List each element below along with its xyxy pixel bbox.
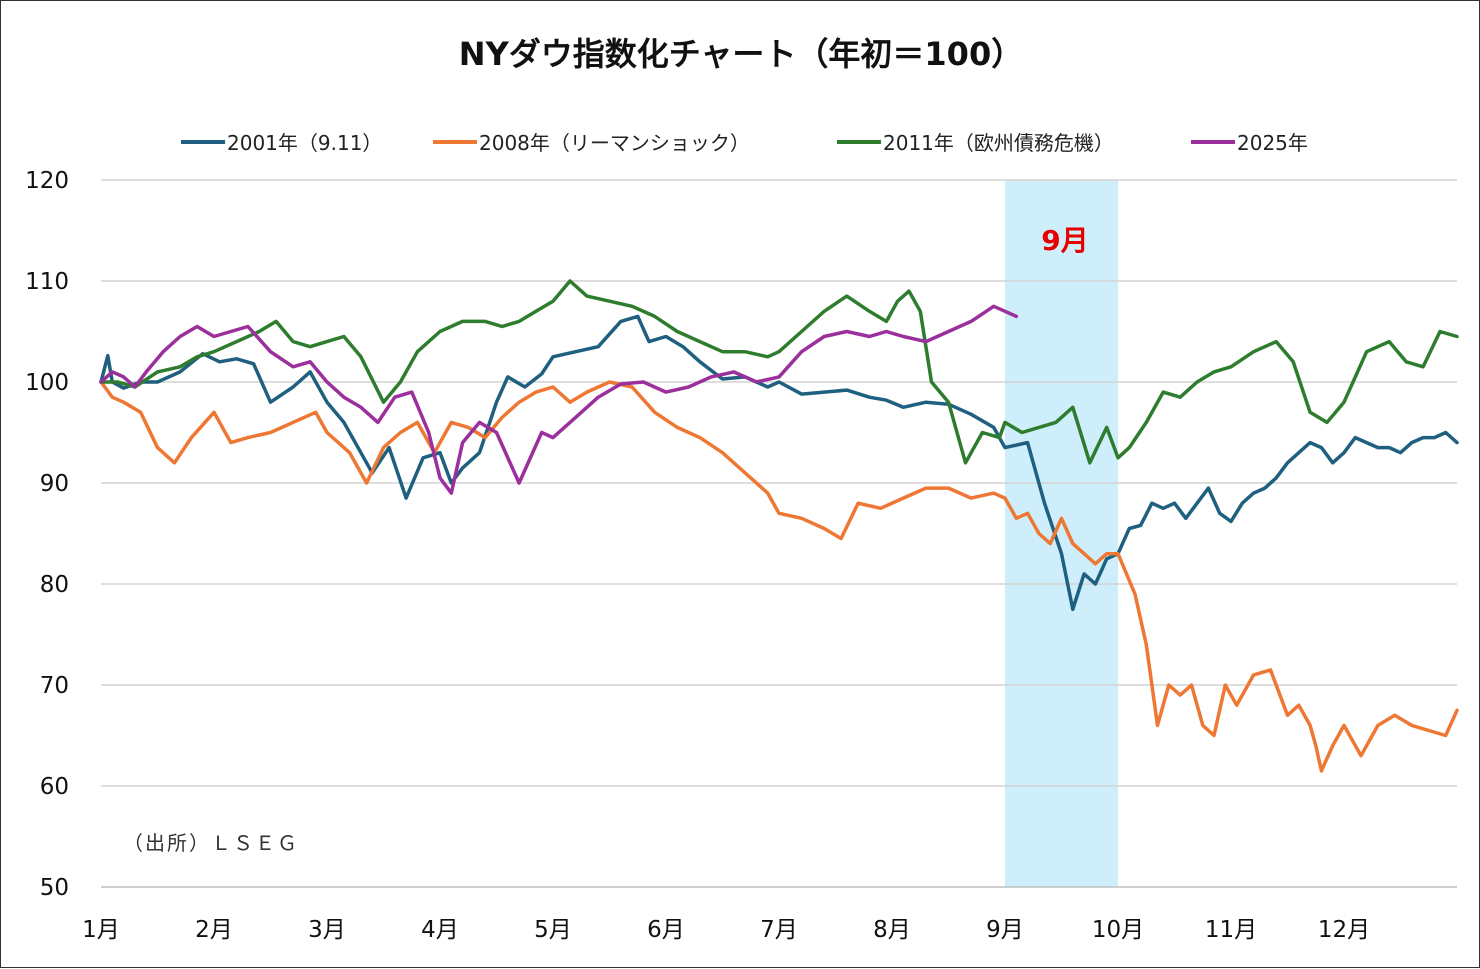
x-tick-label: 10月 xyxy=(1092,917,1144,943)
x-tick-label: 5月 xyxy=(534,917,572,943)
y-tick-label: 80 xyxy=(40,572,69,598)
legend-swatch-2011 xyxy=(837,139,881,144)
legend-item-2001: 2001年（9.11） xyxy=(181,127,382,156)
y-tick-label: 90 xyxy=(40,471,69,497)
y-tick-label: 110 xyxy=(25,269,69,295)
series-line-0 xyxy=(99,314,1459,612)
series-line-3 xyxy=(99,304,1019,495)
y-tick-label: 70 xyxy=(40,673,69,699)
x-tick-label: 12月 xyxy=(1318,917,1370,943)
legend-item-2008: 2008年（リーマンショック） xyxy=(433,127,750,156)
source-note: （出所）ＬＳＥＧ xyxy=(123,831,299,855)
y-tick-label: 100 xyxy=(25,370,69,396)
x-tick-label: 4月 xyxy=(421,917,459,943)
x-tick-label: 1月 xyxy=(82,917,120,943)
legend-swatch-2001 xyxy=(181,139,225,144)
legend-swatch-2008 xyxy=(433,139,477,144)
x-tick-label: 2月 xyxy=(195,917,233,943)
y-tick-label: 120 xyxy=(25,168,69,194)
x-tick-label: 11月 xyxy=(1205,917,1257,943)
legend-swatch-2025 xyxy=(1191,139,1235,144)
x-tick-label: 6月 xyxy=(647,917,685,943)
x-tick-label: 8月 xyxy=(873,917,911,943)
legend-item-2011: 2011年（欧州債務危機） xyxy=(837,127,1114,156)
legend-label-2001: 2001年（9.11） xyxy=(227,131,383,155)
y-tick-label: 60 xyxy=(40,774,69,800)
legend-item-2025: 2025年 xyxy=(1191,127,1308,156)
x-tick-label: 3月 xyxy=(308,917,346,943)
legend-label-2011: 2011年（欧州債務危機） xyxy=(883,131,1114,155)
legend-label-2008: 2008年（リーマンショック） xyxy=(479,131,750,155)
series-line-2 xyxy=(99,279,1459,465)
x-tick-label: 7月 xyxy=(760,917,798,943)
legend-label-2025: 2025年 xyxy=(1237,131,1308,155)
highlight-band xyxy=(1005,180,1118,887)
legend: 2001年（9.11） 2008年（リーマンショック） 2011年（欧州債務危機… xyxy=(1,127,1480,157)
highlight-label: 9月 xyxy=(1041,224,1089,257)
series-line-1 xyxy=(99,380,1459,773)
y-tick-label: 50 xyxy=(40,875,69,901)
x-tick-label: 9月 xyxy=(986,917,1024,943)
chart-title: NYダウ指数化チャート（年初＝100） xyxy=(458,35,1024,73)
